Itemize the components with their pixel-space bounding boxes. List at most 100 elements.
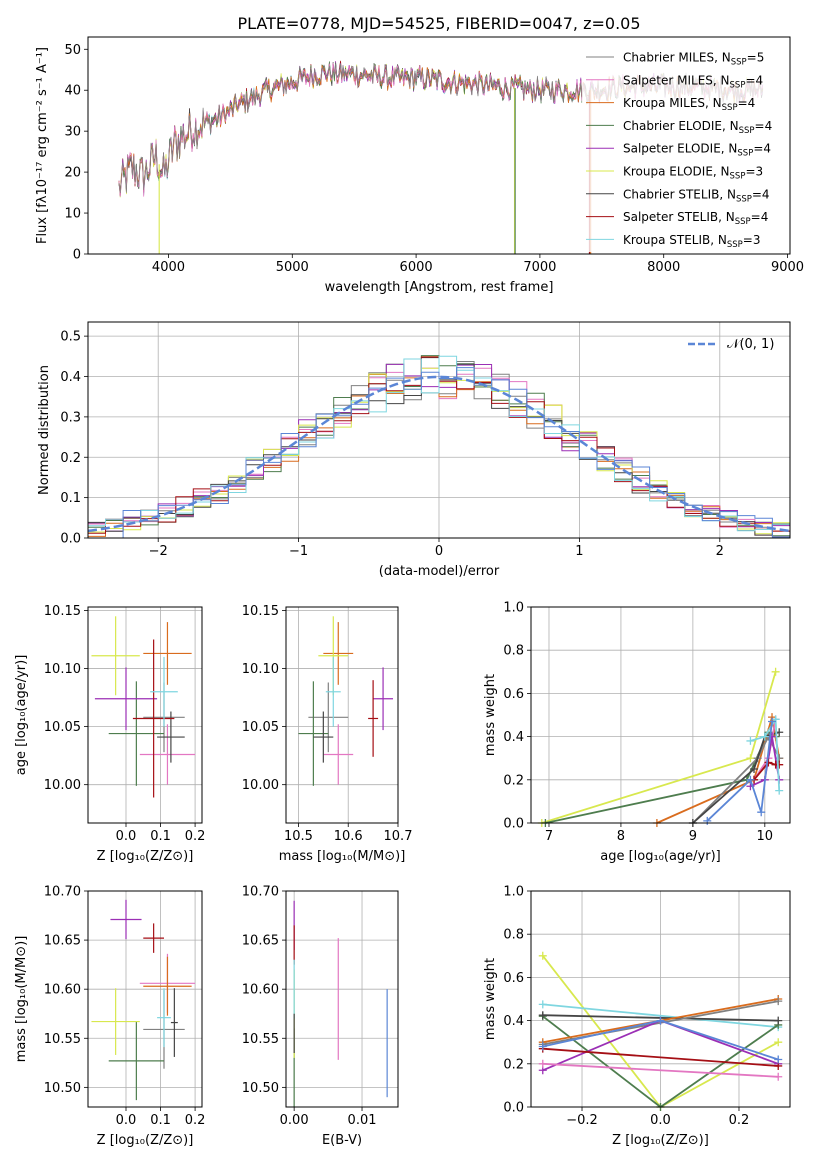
weight-vs-age-marker [746,775,755,784]
mass-vs-Z-frame [87,890,203,1108]
weight-vs-age-ylabel: mass weight [483,674,498,756]
spectrum-xtick-label: 8000 [647,260,680,275]
weight-vs-Z-ytick-label: 0.0 [503,1101,524,1116]
age-vs-Z-frame [87,606,203,824]
residuals-ylabel: Normed distribution [37,365,52,495]
residuals-ytick-label: 0.4 [60,370,81,385]
weight-vs-age-marker [775,760,784,769]
weight-vs-Z-marker [774,1055,783,1064]
spectrum-legend-label: Kroupa STELIB, NSSP=3 [623,233,761,250]
mass-vs-ebv-xtick-label: 0.01 [348,1113,377,1128]
age-vs-mass-xlabel: mass [log₁₀(M/M⊙)] [279,849,406,864]
spectrum-legend-label: Chabrier MILES, NSSP=5 [623,51,764,68]
mass-vs-Z-ylabel: mass [log₁₀(M/M⊙)] [14,936,29,1063]
residuals-frame [87,321,791,539]
spectrum-xlabel: wavelength [Angstrom, rest frame] [325,280,554,295]
residuals-ytick-label: 0.0 [60,532,81,547]
age-vs-Z-ylabel: age [log₁₀(age/yr)] [14,655,29,776]
weight-vs-age-marker [757,808,766,817]
age-vs-Z-xtick-label: 0.2 [185,829,206,844]
weight-vs-Z-marker [774,1072,783,1081]
weight-vs-Z-line-kroupa-stelib [542,1003,779,1028]
weight-vs-Z-ytick-label: 0.4 [503,1014,524,1029]
weight-vs-Z-panel: −0.2 0.0 0.2 0.0 0.2 0.4 0.6 0.8 1.0 Z [log₁₀(Z/Z… [483,885,791,1148]
age-vs-mass-ytick-label: 10.05 [242,720,279,735]
age-vs-mass-ytick-label: 10.15 [242,604,279,619]
mass-vs-Z-xtick-label: 0.2 [185,1113,206,1128]
weight-vs-age-ytick-label: 0.8 [503,644,524,659]
spectrum-ylabel: Flux [fλ10⁻¹⁷ erg cm⁻² s⁻¹ A⁻¹] [35,47,50,244]
spectrum-xtick-label: 9000 [771,260,804,275]
residuals-xtick-label: −2 [149,544,168,559]
weight-vs-Z-line-salpeter-miles [542,1062,779,1078]
weight-vs-age-xtick-label: 7 [545,829,553,844]
mass-vs-ebv-frame [285,890,399,1108]
weight-vs-Z-ytick-label: 1.0 [503,885,524,900]
residuals-xlabel: (data-model)/error [379,564,500,579]
weight-vs-Z-marker [538,1059,547,1068]
weight-vs-Z-xtick-label: −0.2 [566,1113,598,1128]
residuals-xtick-label: 1 [575,544,583,559]
weight-vs-Z-frame [530,890,791,1108]
age-vs-Z-xtick-label: 0.0 [116,829,137,844]
weight-vs-age-marker [703,816,712,825]
spectrum-ytick-label: 0 [73,248,81,263]
mass-vs-Z-ytick-label: 10.55 [44,1032,81,1047]
spectrum-ytick-label: 10 [64,207,81,222]
spectrum-ytick-label: 30 [64,125,81,140]
spectrum-legend-label: Chabrier STELIB, NSSP=4 [623,187,770,204]
weight-vs-Z-xlabel: Z [log₁₀(Z/Z⊙)] [612,1133,709,1148]
weight-vs-Z-ytick-label: 0.6 [503,971,524,986]
weight-vs-age-marker [775,786,784,795]
panels: Chabrier MILES, NSSP=5 Salpeter MILES, NS… [14,36,804,1148]
spectrum-legend-label: Kroupa ELODIE, NSSP=3 [623,165,763,182]
weight-vs-Z-marker [538,1042,547,1051]
weight-vs-age-marker [768,717,777,726]
weight-vs-age-marker [760,732,769,741]
weight-vs-age-ytick-label: 0.6 [503,687,524,702]
weight-vs-age-marker [764,758,773,767]
weight-vs-Z-ytick-label: 0.8 [503,928,524,943]
mass-vs-Z-xtick-label: 0.0 [116,1113,137,1128]
mass-vs-Z-ytick-label: 10.50 [44,1081,81,1096]
spectrum-xtick-label: 7000 [523,260,556,275]
mass-vs-Z-ytick-label: 10.65 [44,934,81,949]
mass-vs-ebv-ytick-label: 10.70 [242,885,279,900]
spectrum-legend-label: Chabrier ELODIE, NSSP=4 [623,119,772,136]
residual-hist-blue [88,367,790,539]
spectrum-ytick-label: 40 [64,84,81,99]
weight-vs-Z-marker [774,997,783,1006]
weight-vs-age-frame [530,606,791,824]
weight-vs-age-ytick-label: 1.0 [503,601,524,616]
weight-vs-Z-marker [656,1016,665,1025]
normal-curve [87,375,791,533]
residuals-ytick-label: 0.5 [60,330,81,345]
age-vs-Z-ytick-label: 10.10 [44,662,81,677]
mass-vs-Z-ytick-label: 10.60 [44,983,81,998]
age-vs-Z-panel: 0.0 0.1 0.2 10.00 10.05 10.10 10.15 Z [log₁₀(Z/… [14,604,205,864]
mass-vs-Z-xlabel: Z [log₁₀(Z/Z⊙)] [97,1133,194,1148]
weight-vs-age-ytick-label: 0.4 [503,730,524,745]
weight-vs-age-line-kroupa-stelib [750,716,781,791]
age-vs-mass-ytick-label: 10.10 [242,662,279,677]
age-vs-Z-ytick-label: 10.15 [44,604,81,619]
spectrum-panel: Chabrier MILES, NSSP=5 Salpeter MILES, NS… [35,36,804,295]
weight-vs-Z-ytick-label: 0.2 [503,1057,524,1072]
mass-vs-ebv-xlabel: E(B-V) [322,1133,362,1148]
weight-vs-Z-marker [538,951,547,960]
spectrum-xtick-label: 5000 [276,260,309,275]
age-vs-mass-frame [285,606,399,824]
weight-vs-Z-marker [538,1011,547,1020]
weight-vs-age-xlabel: age [log₁₀(age/yr)] [600,849,721,864]
weight-vs-age-marker [771,667,780,676]
spectrum-ytick-label: 50 [64,43,81,58]
age-vs-Z-xtick-label: 0.1 [150,829,171,844]
spectrum-legend-bg [582,42,786,252]
weight-vs-age-ytick-label: 0.2 [503,773,524,788]
spectrum-legend-label: Kroupa MILES, NSSP=4 [623,96,755,113]
figure-title: PLATE=0778, MJD=54525, FIBERID=0047, z=0… [237,14,640,33]
weight-vs-age-xtick-label: 9 [689,829,697,844]
mass-vs-ebv-ytick-label: 10.50 [242,1081,279,1096]
weight-vs-age-xtick-label: 10 [757,829,774,844]
